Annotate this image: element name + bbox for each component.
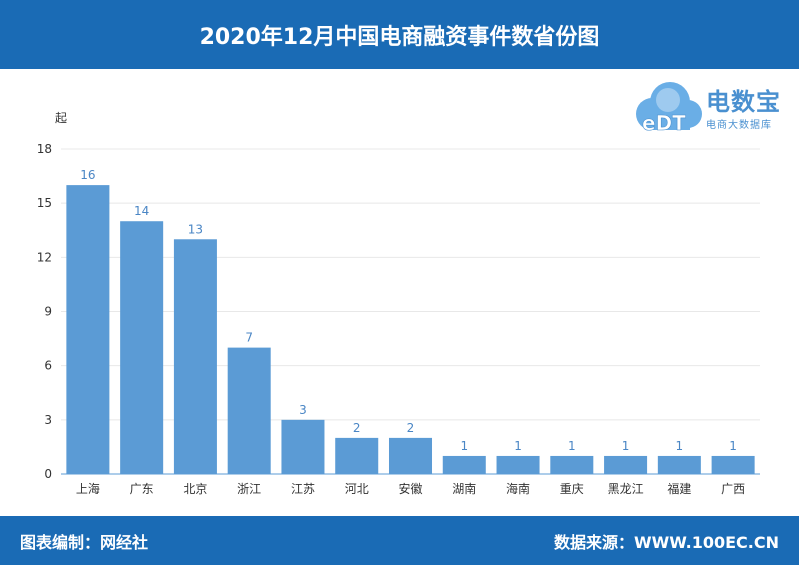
bar: [335, 437, 379, 474]
data-label: 2: [407, 421, 415, 435]
logo-icon-text: eDT: [642, 111, 686, 135]
y-tick-label: 0: [44, 467, 52, 481]
bar: [442, 455, 486, 474]
x-tick-label: 江苏: [291, 482, 315, 496]
data-label: 2: [353, 421, 361, 435]
logo: eDT 电数宝 电商大数据库: [628, 76, 793, 136]
x-tick-label: 河北: [345, 482, 369, 496]
data-label: 13: [188, 222, 203, 236]
x-tick-label: 重庆: [560, 482, 584, 496]
x-tick-label: 海南: [506, 481, 530, 496]
chart-title: 2020年12月中国电商融资事件数省份图: [199, 24, 600, 50]
x-tick-label: 浙江: [237, 482, 261, 496]
x-tick-label: 湖南: [452, 481, 476, 496]
y-axis-label: 起: [55, 111, 67, 125]
footer-banner: 图表编制：网经社 数据来源：WWW.100EC.CN: [0, 516, 799, 565]
y-tick-label: 18: [37, 142, 52, 156]
data-label: 1: [622, 439, 630, 453]
cloud-logo-icon: eDT: [636, 82, 702, 135]
bar: [173, 239, 217, 474]
data-label: 1: [676, 439, 684, 453]
footer-credit: 图表编制：网经社: [20, 533, 149, 552]
x-tick-label: 广东: [130, 482, 154, 496]
data-label: 1: [514, 439, 522, 453]
x-tick-label: 上海: [76, 481, 100, 496]
x-tick-label: 广西: [721, 482, 745, 496]
y-tick-label: 12: [37, 250, 52, 264]
bar: [711, 455, 755, 474]
logo-name: 电数宝: [706, 88, 781, 116]
data-label: 1: [460, 439, 468, 453]
y-tick-label: 6: [44, 359, 52, 373]
bar: [388, 437, 433, 474]
data-label: 7: [245, 331, 253, 345]
bar: [604, 455, 648, 474]
logo-tagline: 电商大数据库: [706, 120, 772, 131]
y-tick-label: 3: [44, 413, 52, 427]
bar-chart: 0 3 6 9 12 15 18 起 16 上海 14 广东 13 北京 7 浙江 3 江苏 2 河北 2 安徽 1 湖南 1 海…: [37, 111, 760, 496]
y-tick-label: 15: [37, 196, 52, 210]
bar: [550, 455, 594, 474]
data-label: 1: [729, 439, 737, 453]
data-label: 3: [299, 403, 307, 417]
bar: [120, 221, 164, 474]
footer-source: 数据来源：WWW.100EC.CN: [553, 533, 779, 552]
data-label: 16: [80, 168, 95, 182]
x-tick-label: 北京: [183, 482, 207, 496]
chart-title-banner: 2020年12月中国电商融资事件数省份图: [0, 0, 799, 69]
bar: [281, 419, 325, 474]
y-tick-label: 9: [44, 305, 52, 319]
x-tick-label: 福建: [667, 481, 691, 496]
bar: [657, 455, 701, 474]
bar: [66, 185, 110, 474]
bar: [496, 455, 540, 474]
data-label: 14: [134, 204, 149, 218]
x-tick-label: 安徽: [398, 481, 422, 496]
data-label: 1: [568, 439, 576, 453]
bar: [227, 347, 271, 474]
x-tick-label: 黑龙江: [608, 482, 644, 496]
